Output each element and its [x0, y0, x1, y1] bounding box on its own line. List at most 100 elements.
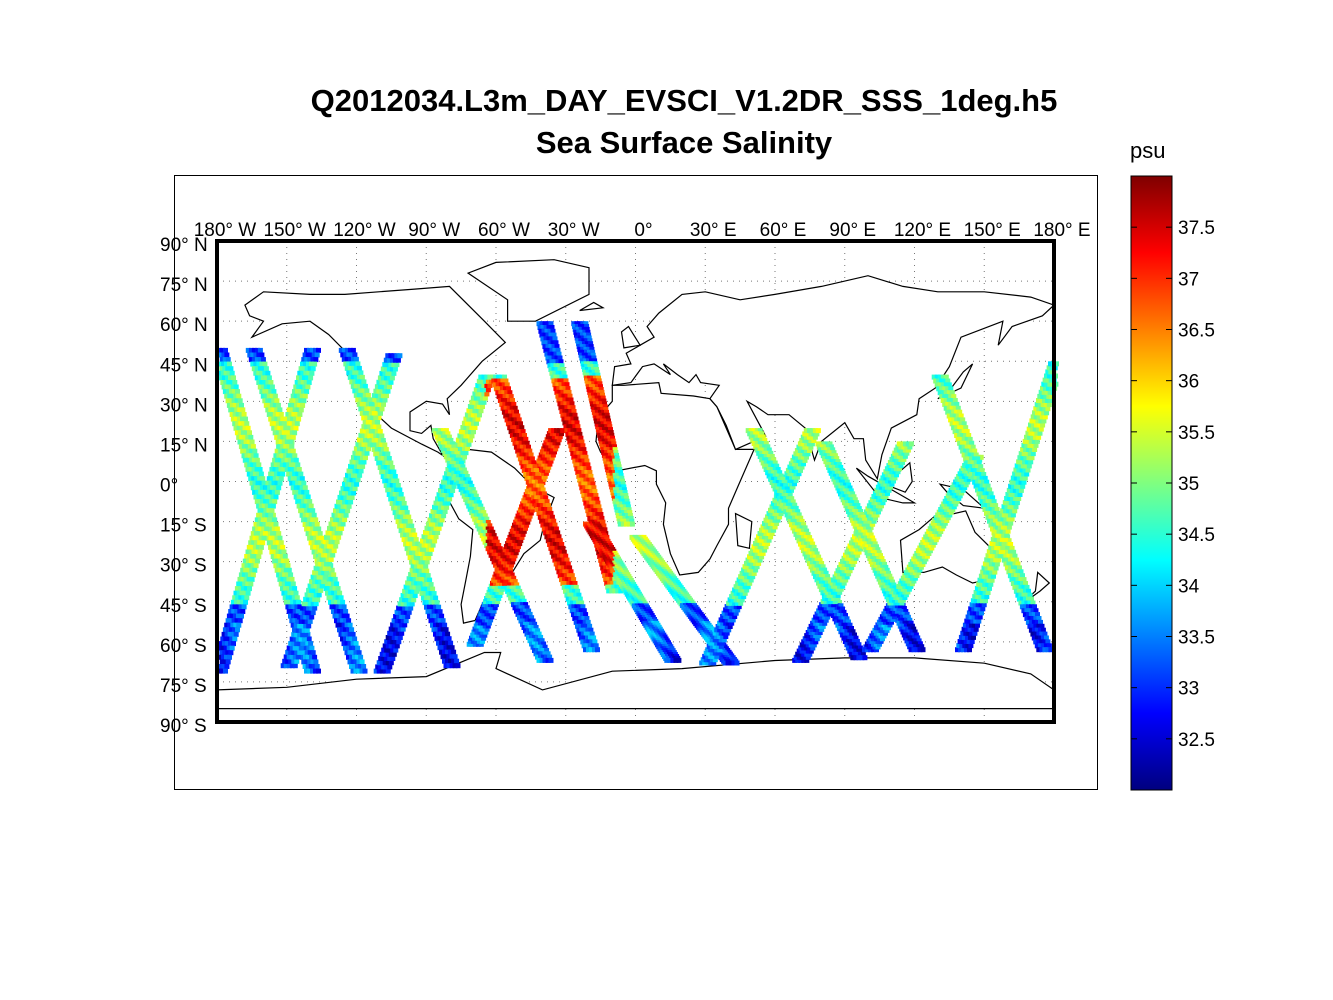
- salinity-cell: [542, 518, 548, 524]
- salinity-cell: [473, 404, 479, 409]
- salinity-cell: [606, 447, 612, 453]
- salinity-cell: [765, 527, 770, 533]
- salinity-cell: [610, 475, 616, 481]
- salinity-cell: [559, 561, 565, 567]
- salinity-cell: [770, 501, 776, 507]
- salinity-cell: [581, 470, 587, 475]
- salinity-cell: [255, 471, 261, 477]
- salinity-cell: [233, 416, 239, 422]
- salinity-cell: [541, 461, 547, 467]
- salinity-cell: [547, 340, 553, 346]
- salinity-cell: [541, 654, 546, 660]
- salinity-cell: [741, 587, 747, 593]
- salinity-cell: [593, 401, 598, 407]
- salinity-cell: [389, 474, 395, 479]
- salinity-cell: [417, 572, 423, 577]
- salinity-cell: [257, 549, 263, 555]
- salinity-cell: [544, 461, 550, 467]
- salinity-cell: [557, 401, 563, 407]
- salinity-cell: [285, 604, 291, 610]
- salinity-cell: [430, 586, 436, 592]
- salinity-cell: [533, 475, 539, 481]
- salinity-cell: [285, 658, 291, 664]
- salinity-cell: [718, 624, 724, 629]
- salinity-cell: [551, 332, 557, 338]
- salinity-cell: [549, 530, 555, 536]
- salinity-cell: [464, 474, 470, 479]
- salinity-cell: [461, 487, 467, 493]
- salinity-cell: [790, 464, 796, 470]
- salinity-cell: [319, 548, 325, 554]
- salinity-cell: [466, 416, 472, 422]
- salinity-cell: [300, 370, 306, 376]
- salinity-cell: [300, 641, 306, 647]
- salinity-cell: [580, 358, 585, 364]
- salinity-cell: [732, 607, 738, 613]
- salinity-cell: [543, 470, 549, 476]
- salinity-cell: [382, 362, 388, 368]
- salinity-cell: [457, 441, 463, 447]
- salinity-cell: [494, 546, 500, 552]
- salinity-cell: [567, 600, 572, 606]
- salinity-cell: [618, 472, 624, 478]
- salinity-cell: [302, 375, 307, 381]
- salinity-cell: [218, 361, 223, 367]
- salinity-cell: [309, 587, 315, 593]
- salinity-cell: [295, 389, 300, 395]
- salinity-cell: [244, 462, 250, 468]
- salinity-cell: [577, 454, 583, 460]
- salinity-cell: [551, 355, 557, 361]
- salinity-cell: [337, 599, 343, 605]
- salinity-cell: [540, 514, 546, 520]
- salinity-cell: [283, 462, 289, 468]
- salinity-cell: [385, 487, 391, 493]
- salinity-cell: [466, 490, 472, 496]
- salinity-cell: [374, 456, 380, 461]
- salinity-cell: [615, 472, 621, 478]
- salinity-cell: [545, 467, 551, 473]
- salinity-cell: [731, 660, 737, 666]
- salinity-cell: [296, 467, 302, 472]
- salinity-cell: [353, 356, 359, 362]
- salinity-cell: [577, 321, 583, 327]
- salinity-cell: [741, 580, 747, 586]
- salinity-cell: [512, 440, 518, 446]
- salinity-cell: [563, 573, 569, 579]
- salinity-cell: [613, 475, 619, 481]
- salinity-cell: [541, 526, 547, 532]
- salinity-cell: [353, 446, 359, 452]
- salinity-cell: [240, 586, 246, 592]
- salinity-cell: [599, 430, 605, 435]
- salinity-cell: [578, 349, 583, 355]
- salinity-cell: [387, 656, 393, 661]
- salinity-cell: [307, 668, 312, 674]
- salinity-cell: [591, 369, 597, 375]
- salinity-cell: [391, 370, 397, 376]
- salinity-cell: [523, 516, 529, 522]
- salinity-cell: [402, 597, 408, 603]
- salinity-cell: [484, 383, 490, 388]
- salinity-cell: [578, 481, 584, 487]
- salinity-cell: [711, 660, 717, 666]
- salinity-cell: [507, 417, 513, 423]
- salinity-cell: [576, 428, 582, 434]
- salinity-cell: [582, 619, 588, 625]
- coastline: [1021, 571, 1051, 605]
- salinity-cell: [574, 420, 580, 426]
- salinity-cell: [580, 489, 586, 495]
- salinity-cell: [397, 609, 403, 615]
- salinity-cell: [572, 424, 578, 430]
- salinity-cell: [508, 531, 514, 537]
- salinity-cell: [519, 425, 525, 431]
- salinity-cell: [580, 454, 586, 460]
- salinity-cell: [476, 387, 482, 393]
- salinity-cell: [306, 596, 312, 602]
- salinity-cell: [294, 604, 300, 610]
- salinity-cell: [361, 415, 367, 421]
- salinity-cell: [457, 470, 463, 476]
- salinity-cell: [586, 387, 592, 392]
- salinity-cell: [799, 444, 805, 450]
- salinity-cell: [568, 409, 574, 414]
- salinity-cell: [595, 647, 600, 653]
- salinity-cell: [259, 370, 265, 376]
